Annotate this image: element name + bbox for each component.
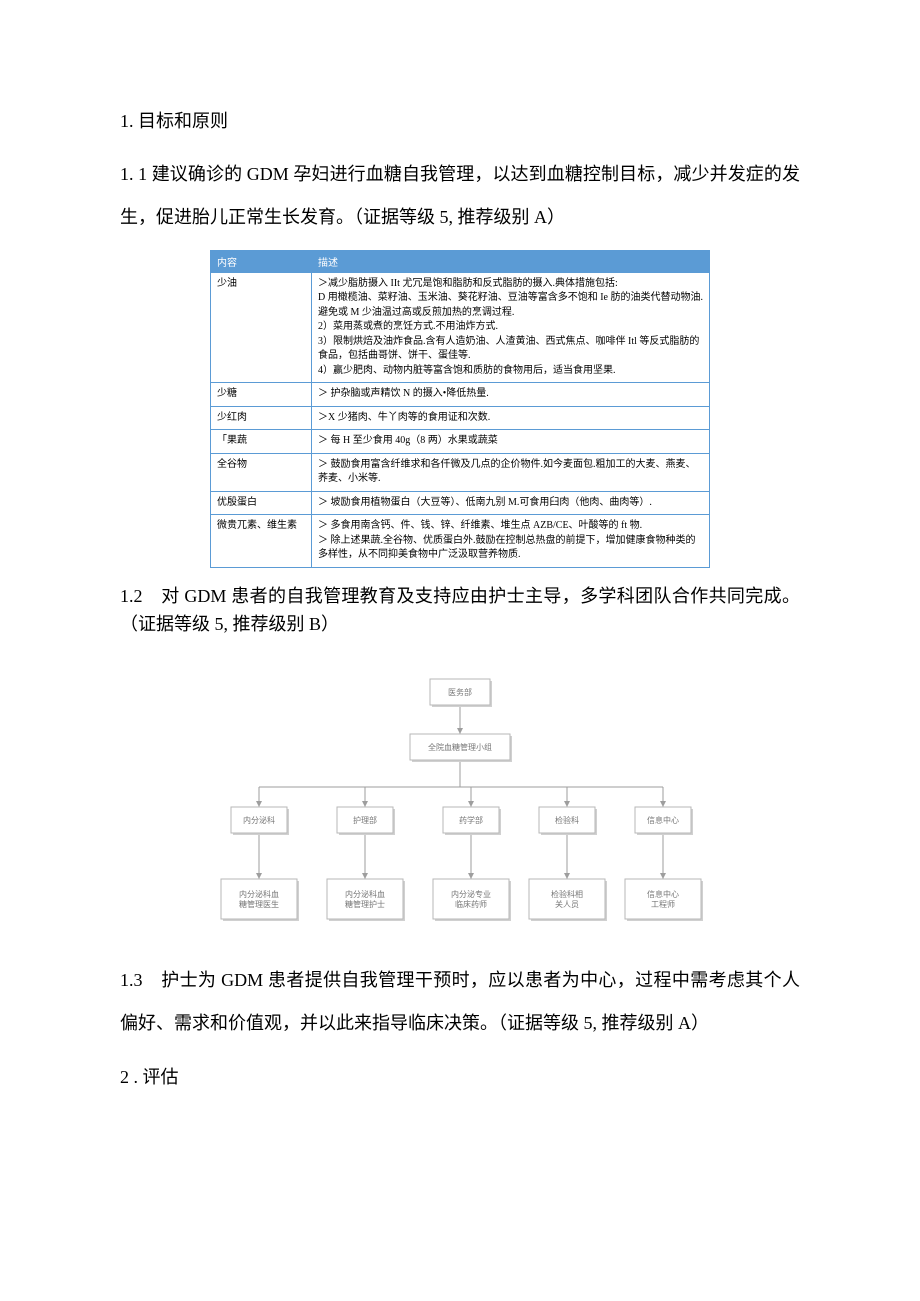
para-1-1: 1. 1 建议确诊的 GDM 孕妇进行血糖自我管理，以达到血糖控制目标，减少并发…	[120, 153, 800, 239]
svg-text:检验科: 检验科	[555, 815, 579, 825]
table-cell: ＞X 少猪肉、牛丫肉等的食用证和次数.	[312, 406, 710, 430]
table-cell: 全谷物	[211, 453, 312, 491]
heading-1: 1. 目标和原则	[120, 100, 800, 143]
table-header-col0: 内容	[211, 250, 312, 272]
svg-text:护理部: 护理部	[353, 815, 377, 825]
table-row: 少糖＞ 护杂脑或声精饮 N 的摄入•降低热量.	[211, 383, 710, 407]
para-1-3: 1.3 护士为 GDM 患者提供自我管理干预时，应以患者为中心，过程中需考虑其个…	[120, 959, 800, 1045]
table-cell: ＞ 鼓励食用富含纤维求和各仟微及几点的企价物件.如今麦面包.粗加工的大麦、燕麦、…	[312, 453, 710, 491]
table-cell: ＞减少脂肪摄入 IIt 尤冗是饱和脂肪和反式脂肪的摄入.典体措施包括: D 用橄…	[312, 272, 710, 383]
table-header-col1: 描述	[312, 250, 710, 272]
table-cell: 少糖	[211, 383, 312, 407]
table-cell: ＞ 坡励食用植物蛋白（大豆等）、低南九别 M.可食用臼肉（他肉、曲肉等）.	[312, 491, 710, 515]
svg-text:内分泌科: 内分泌科	[243, 815, 275, 825]
table-cell: 少红肉	[211, 406, 312, 430]
svg-text:药学部: 药学部	[459, 815, 483, 825]
table-cell: ＞ 护杂脑或声精饮 N 的摄入•降低热量.	[312, 383, 710, 407]
table-row: 全谷物＞ 鼓励食用富含纤维求和各仟微及几点的企价物件.如今麦面包.粗加工的大麦、…	[211, 453, 710, 491]
table-cell: 优殷蛋白	[211, 491, 312, 515]
table-cell: ＞ 多食用南含钙、件、钱、锌、纤维素、堆生点 AZB/CE、叶酸等的 ft 物.…	[312, 515, 710, 568]
heading-2: 2 . 评估	[120, 1056, 800, 1099]
svg-text:信息中心: 信息中心	[647, 815, 679, 825]
nutrition-table: 内容 描述 少油＞减少脂肪摄入 IIt 尤冗是饱和脂肪和反式脂肪的摄入.典体措施…	[210, 250, 710, 568]
table-row: 少油＞减少脂肪摄入 IIt 尤冗是饱和脂肪和反式脂肪的摄入.典体措施包括: D …	[211, 272, 710, 383]
table-cell: 「果蔬	[211, 430, 312, 454]
table-row: 微贵兀素、维生素＞ 多食用南含钙、件、钱、锌、纤维素、堆生点 AZB/CE、叶酸…	[211, 515, 710, 568]
table-cell: 少油	[211, 272, 312, 383]
table-row: 少红肉＞X 少猪肉、牛丫肉等的食用证和次数.	[211, 406, 710, 430]
org-chart: 医务部全院血糖管理小组内分泌科护理部药学部检验科信息中心内分泌科血糖管理医生内分…	[195, 669, 725, 939]
table-cell: 微贵兀素、维生素	[211, 515, 312, 568]
table-row: 优殷蛋白＞ 坡励食用植物蛋白（大豆等）、低南九别 M.可食用臼肉（他肉、曲肉等）…	[211, 491, 710, 515]
table-cell: ＞ 每 H 至少食用 40g（8 两）水果或蔬菜	[312, 430, 710, 454]
svg-text:医务部: 医务部	[448, 687, 472, 697]
svg-text:全院血糖管理小组: 全院血糖管理小组	[428, 742, 492, 752]
table-row: 「果蔬＞ 每 H 至少食用 40g（8 两）水果或蔬菜	[211, 430, 710, 454]
para-1-2: 1.2 对 GDM 患者的自我管理教育及支持应由护士主导，多学科团队合作共同完成…	[120, 582, 800, 640]
